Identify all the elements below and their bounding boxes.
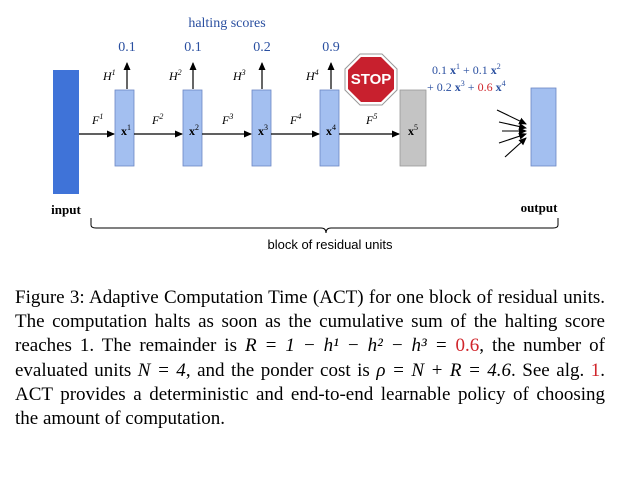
converging-arrows — [496, 109, 527, 158]
input-block — [53, 70, 79, 194]
f-label-4: F4 — [289, 112, 301, 127]
x-label-5: x5 — [408, 123, 418, 138]
x-label-4: x4 — [326, 123, 336, 138]
h-label-1: H1 — [102, 68, 116, 83]
output-formula-line2: + 0.2 x3 + 0.6 x4 — [427, 75, 506, 94]
output-label: output — [521, 200, 559, 215]
halting-score-2: 0.1 — [184, 40, 202, 55]
residual-unit-3 — [251, 89, 272, 167]
caption-ponder-eq: ρ = N + R = 4.6 — [376, 359, 512, 381]
caption-remainder-value: 0.6 — [455, 335, 480, 357]
f-label-2: F2 — [151, 112, 163, 127]
halting-score-1: 0.1 — [118, 40, 136, 55]
caption-text-d: . See alg. — [511, 359, 585, 381]
caption-text-e: . ACT provides a deterministic and end-t… — [15, 359, 605, 430]
halting-score-3: 0.2 — [253, 40, 271, 55]
halting-scores-title: halting scores — [188, 16, 265, 31]
block-label: block of residual units — [267, 237, 393, 252]
figure-caption: Figure 3: Adaptive Computation Time (ACT… — [15, 286, 605, 431]
stop-sign-icon: STOP — [344, 53, 398, 106]
act-diagram: halting scores 0.1 0.1 0.2 0.9 F1 F2 F3 … — [51, 16, 559, 252]
caption-units-eq: N = 4 — [137, 359, 186, 381]
halting-score-4: 0.9 — [322, 40, 340, 55]
caption-alg-ref-link[interactable]: 1 — [590, 359, 601, 381]
h-label-2: H2 — [168, 68, 182, 83]
residual-unit-5-skipped — [399, 89, 427, 167]
f-label-5: F5 — [365, 112, 377, 127]
output-formula-line1: 0.1 x1 + 0.1 x2 — [432, 58, 501, 77]
f-label-3: F3 — [221, 112, 233, 127]
output-block — [530, 87, 557, 167]
residual-unit-2 — [182, 89, 203, 167]
residual-unit-4 — [319, 89, 340, 167]
f-label-1: F1 — [91, 112, 103, 127]
x-label-2: x2 — [189, 123, 199, 138]
x-label-3: x3 — [258, 123, 268, 138]
caption-text-a: Adaptive Computation Time (ACT) for one … — [15, 287, 605, 357]
block-brace — [90, 218, 559, 234]
h-label-3: H3 — [232, 68, 246, 83]
h-label-4: H4 — [305, 68, 319, 83]
stop-sign-text: STOP — [351, 71, 392, 88]
caption-text-b: , the number of evaluated units — [15, 335, 606, 381]
residual-unit-1 — [114, 89, 135, 167]
caption-remainder-eq: R = 1 − h¹ − h² − h³ = — [244, 335, 448, 357]
input-label: input — [51, 202, 81, 217]
caption-text-c: , and the ponder cost is — [185, 359, 370, 381]
x-label-1: x1 — [121, 123, 131, 138]
caption-label: Figure 3: — [15, 287, 85, 308]
